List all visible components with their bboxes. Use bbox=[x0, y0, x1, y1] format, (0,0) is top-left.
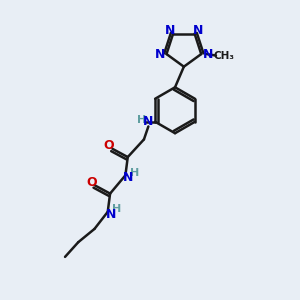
Text: N: N bbox=[164, 24, 175, 37]
Text: N: N bbox=[123, 171, 134, 184]
Text: N: N bbox=[106, 208, 116, 221]
Text: CH₃: CH₃ bbox=[213, 50, 234, 61]
Text: N: N bbox=[202, 48, 213, 61]
Text: N: N bbox=[155, 48, 165, 61]
Text: H: H bbox=[130, 168, 139, 178]
Text: O: O bbox=[103, 140, 114, 152]
Text: O: O bbox=[86, 176, 97, 189]
Text: H: H bbox=[137, 115, 146, 125]
Text: H: H bbox=[112, 205, 121, 214]
Text: N: N bbox=[193, 24, 203, 37]
Text: N: N bbox=[143, 115, 154, 128]
